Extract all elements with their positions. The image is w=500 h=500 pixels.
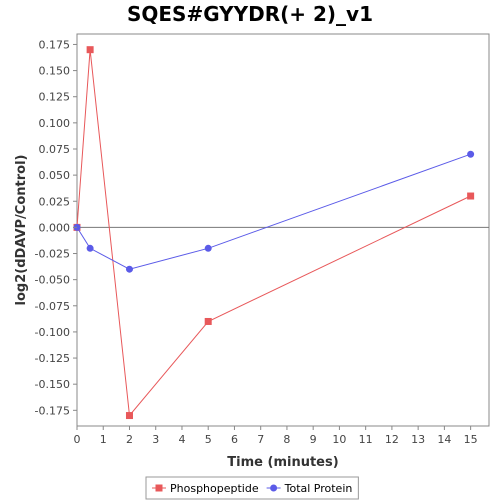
total-protein-point (125, 265, 133, 273)
total-protein-legend-marker (270, 484, 278, 492)
x-tick-label: 2 (126, 433, 133, 446)
x-tick-label: 13 (411, 433, 425, 446)
y-tick-label: -0.150 (35, 378, 70, 391)
x-tick-label: 1 (100, 433, 107, 446)
y-tick-label: -0.025 (35, 248, 70, 261)
x-tick-label: 5 (205, 433, 212, 446)
y-tick-label: -0.125 (35, 352, 70, 365)
phosphopeptide-point (86, 46, 94, 54)
phosphopeptide-legend-label: Phosphopeptide (170, 482, 259, 495)
legend: Phosphopeptide Total Protein (145, 476, 359, 500)
x-tick-label: 7 (257, 433, 264, 446)
y-tick-label: 0.050 (39, 169, 71, 182)
y-tick-label: 0.175 (39, 38, 71, 51)
x-tick-label: 6 (231, 433, 238, 446)
x-tick-label: 3 (152, 433, 159, 446)
x-tick-label: 14 (437, 433, 451, 446)
phosphopeptide-point (125, 412, 133, 420)
total-protein-legend-label: Total Protein (284, 482, 353, 495)
y-tick-label: 0.075 (39, 143, 71, 156)
total-protein-point (204, 244, 212, 252)
phosphopeptide-point (204, 317, 212, 325)
x-tick-label: 0 (74, 433, 81, 446)
y-tick-label: 0.125 (39, 91, 71, 104)
phosphopeptide-point (467, 192, 475, 200)
total-protein-point (86, 244, 94, 252)
y-tick-label: -0.175 (35, 404, 70, 417)
total-protein-point (467, 150, 475, 158)
x-axis-label: Time (minutes) (227, 455, 338, 470)
y-tick-label: 0.000 (39, 221, 71, 234)
x-tick-label: 15 (464, 433, 478, 446)
plot-area (76, 33, 490, 427)
x-tick-label: 9 (310, 433, 317, 446)
x-tick-label: 12 (385, 433, 399, 446)
x-tick-label: 10 (332, 433, 346, 446)
x-tick-label: 8 (283, 433, 290, 446)
y-tick-label: -0.100 (35, 326, 70, 339)
y-tick-label: -0.075 (35, 300, 70, 313)
y-tick-label: -0.050 (35, 274, 70, 287)
y-axis-label: log2(dDAVP/Control) (14, 155, 29, 306)
x-tick-label: 11 (359, 433, 373, 446)
y-tick-label: 0.100 (39, 117, 71, 130)
y-tick-label: 0.025 (39, 195, 71, 208)
legend-box (145, 476, 359, 500)
phosphopeptide-legend-marker (155, 484, 163, 492)
x-tick-label: 4 (178, 433, 185, 446)
chart-title: SQES#GYYDR(+ 2)_v1 (126, 2, 374, 26)
y-tick-label: 0.150 (39, 65, 71, 78)
